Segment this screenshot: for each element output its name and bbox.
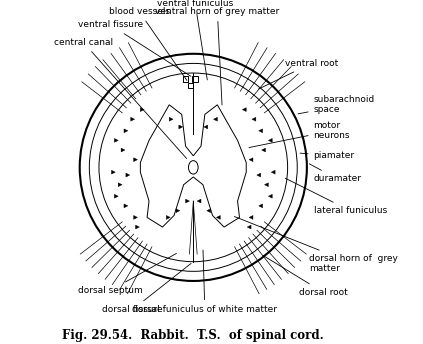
Text: dorsal horn of  grey
matter: dorsal horn of grey matter (234, 216, 398, 273)
Bar (192, 76, 198, 82)
Text: subarachnoid
space: subarachnoid space (298, 95, 375, 115)
Polygon shape (124, 204, 128, 208)
Text: piamater: piamater (300, 151, 355, 160)
Text: motor
neurons: motor neurons (249, 121, 350, 148)
Polygon shape (166, 215, 170, 219)
Polygon shape (169, 117, 173, 121)
Polygon shape (249, 215, 253, 219)
Polygon shape (271, 170, 275, 174)
Text: ventral funiculus: ventral funiculus (157, 0, 233, 80)
Polygon shape (268, 194, 272, 198)
Polygon shape (242, 108, 246, 111)
Polygon shape (249, 158, 253, 162)
Polygon shape (197, 199, 201, 203)
Polygon shape (264, 183, 268, 186)
Polygon shape (262, 148, 266, 152)
Polygon shape (257, 173, 261, 177)
Polygon shape (207, 209, 211, 213)
Polygon shape (131, 117, 135, 121)
Polygon shape (124, 129, 128, 133)
Polygon shape (179, 125, 183, 129)
Text: dorsal funiculus of white matter: dorsal funiculus of white matter (132, 250, 277, 314)
Text: Fig. 29.54.  Rabbit.  T.S.  of spinal cord.: Fig. 29.54. Rabbit. T.S. of spinal cord. (63, 329, 324, 342)
Polygon shape (140, 108, 144, 111)
Text: ventral root: ventral root (258, 59, 338, 89)
Text: blood vessels: blood vessels (109, 7, 187, 80)
Text: central canal: central canal (54, 38, 187, 159)
Text: dorsal root: dorsal root (263, 256, 348, 297)
Polygon shape (214, 117, 217, 121)
Polygon shape (118, 183, 122, 186)
Polygon shape (204, 125, 208, 129)
Bar (183, 76, 189, 82)
Polygon shape (114, 139, 118, 142)
Polygon shape (268, 139, 272, 142)
Polygon shape (112, 170, 115, 174)
Polygon shape (186, 199, 190, 203)
Polygon shape (140, 105, 246, 227)
Text: ventral fissure: ventral fissure (78, 20, 191, 76)
Polygon shape (217, 215, 220, 219)
Polygon shape (134, 158, 137, 162)
Polygon shape (114, 194, 118, 198)
Text: ventral horn of grey matter: ventral horn of grey matter (155, 7, 280, 105)
Text: dorsal fissure: dorsal fissure (102, 264, 191, 314)
Polygon shape (252, 117, 256, 121)
Polygon shape (176, 209, 180, 213)
Polygon shape (121, 148, 125, 152)
Bar (187, 83, 193, 88)
Polygon shape (247, 225, 251, 229)
Polygon shape (259, 204, 263, 208)
Polygon shape (134, 215, 137, 219)
Polygon shape (259, 129, 263, 133)
Text: lateral funiculus: lateral funiculus (285, 178, 387, 215)
Polygon shape (126, 173, 130, 177)
Polygon shape (135, 225, 140, 229)
Text: duramater: duramater (309, 164, 362, 183)
Text: dorsal septum: dorsal septum (78, 254, 176, 295)
